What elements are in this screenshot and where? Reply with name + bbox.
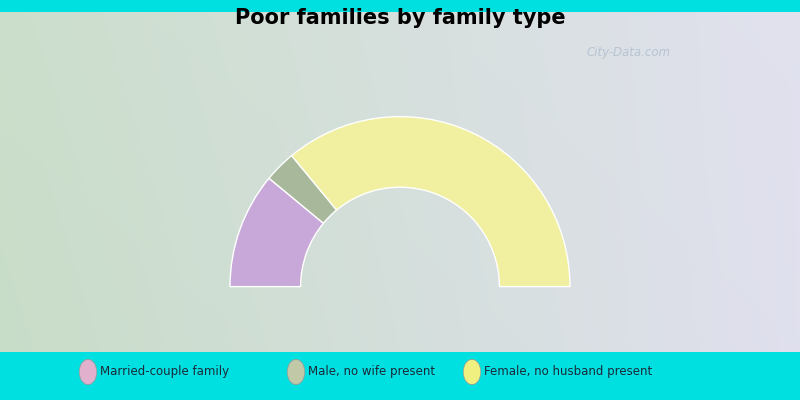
Wedge shape: [292, 117, 570, 287]
Text: Married-couple family: Married-couple family: [100, 366, 229, 378]
Ellipse shape: [79, 359, 97, 385]
Ellipse shape: [287, 359, 305, 385]
Text: Female, no husband present: Female, no husband present: [484, 366, 652, 378]
Ellipse shape: [463, 359, 481, 385]
Wedge shape: [230, 178, 323, 287]
Wedge shape: [269, 156, 337, 223]
Text: City-Data.com: City-Data.com: [586, 46, 670, 59]
Text: Poor families by family type: Poor families by family type: [234, 8, 566, 28]
Text: Male, no wife present: Male, no wife present: [308, 366, 435, 378]
